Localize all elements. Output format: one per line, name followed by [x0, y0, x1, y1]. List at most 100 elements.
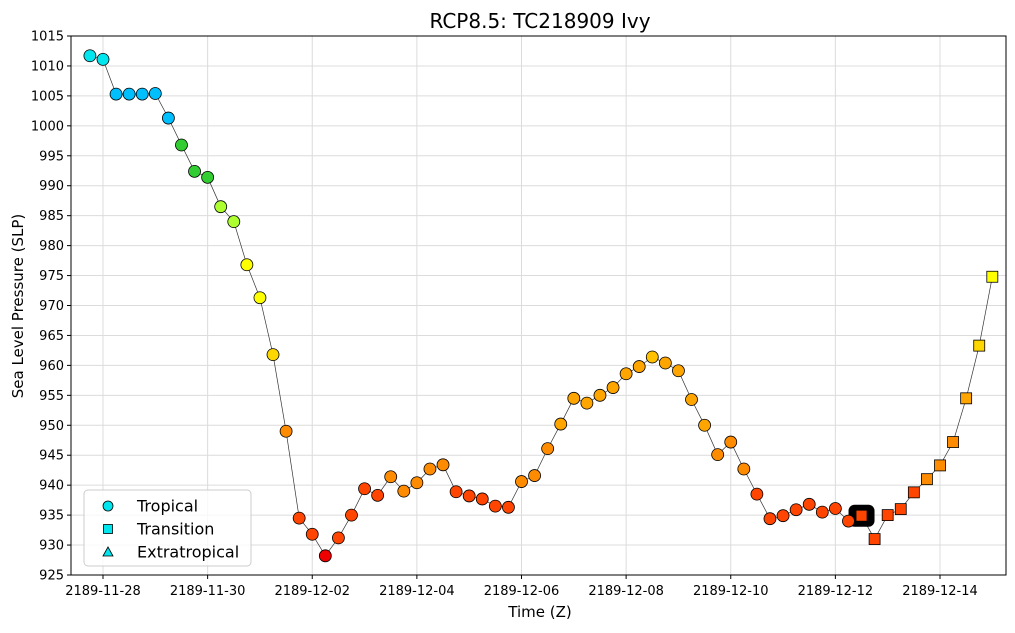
- tropical-point: [227, 215, 241, 229]
- tropical-point: [384, 470, 398, 484]
- tropical-point: [528, 469, 541, 482]
- tropical-point: [619, 367, 633, 381]
- y-tick-label: 930: [39, 539, 64, 554]
- y-tick-label: 940: [39, 479, 64, 494]
- legend-label: Transition: [136, 520, 214, 539]
- tropical-point: [266, 348, 280, 362]
- transition-point: [868, 533, 881, 545]
- tropical-point: [711, 448, 725, 462]
- axis-ticks: 925 930 935 940 945 950 955 960 965 970 975 980 985 9…: [31, 30, 978, 600]
- tropical-point: [632, 360, 646, 373]
- tropical-point: [645, 350, 659, 364]
- tropical-point: [842, 514, 855, 528]
- tropical-point: [698, 418, 711, 432]
- y-tick-label: 985: [39, 209, 64, 224]
- y-tick-label: 1000: [31, 119, 64, 134]
- chart-title: RCP8.5: TC218909 Ivy: [429, 9, 650, 33]
- tropical-point: [580, 396, 594, 410]
- track-line: [89, 55, 993, 557]
- tropical-point: [724, 435, 738, 449]
- tropical-point: [672, 364, 685, 378]
- y-tick-label: 945: [39, 449, 64, 464]
- tropical-point: [83, 49, 97, 63]
- tropical-point: [802, 497, 816, 511]
- y-axis-label: Sea Level Pressure (SLP): [9, 214, 27, 399]
- tropical-point: [214, 200, 228, 214]
- tropical-point: [488, 499, 502, 513]
- x-tick-label: 2189-12-12: [798, 584, 874, 599]
- transition-point: [881, 509, 894, 522]
- transition-point: [907, 486, 920, 499]
- tropical-point: [201, 170, 215, 184]
- transition-point: [934, 459, 946, 472]
- tropical-point: [318, 549, 332, 563]
- y-tick-label: 1010: [31, 59, 64, 74]
- tropical-point: [541, 442, 555, 456]
- tropical-point: [188, 164, 201, 178]
- x-tick-label: 2189-11-28: [65, 584, 141, 599]
- tropical-point: [148, 87, 162, 100]
- tropical-point: [750, 487, 764, 501]
- tropical-point: [161, 111, 175, 125]
- tropical-point: [462, 489, 476, 503]
- y-tick-label: 960: [39, 359, 64, 374]
- tropical-point: [358, 482, 371, 496]
- tropical-point: [345, 508, 358, 522]
- y-tick-label: 970: [39, 299, 64, 314]
- x-axis-label: Time (Z): [507, 603, 571, 621]
- x-tick-label: 2189-12-14: [902, 584, 978, 599]
- x-tick-label: 2189-12-02: [274, 584, 350, 599]
- tropical-point: [96, 52, 110, 66]
- y-tick-label: 980: [39, 239, 64, 254]
- x-tick-label: 2189-12-06: [484, 584, 560, 599]
- tropical-point: [776, 509, 790, 523]
- tropical-point: [449, 485, 463, 499]
- tropical-point: [737, 462, 751, 476]
- legend-box: [83, 489, 252, 567]
- x-tick-label: 2189-12-04: [379, 584, 455, 599]
- y-tick-label: 950: [39, 419, 64, 434]
- tropical-point: [332, 531, 345, 545]
- legend-label: Extratropical: [137, 543, 239, 562]
- tropical-point: [253, 291, 267, 305]
- transition-point: [960, 392, 973, 405]
- transition-point: [986, 270, 999, 283]
- tropical-point: [397, 484, 411, 498]
- y-tick-label: 995: [39, 149, 64, 164]
- tropical-point: [292, 511, 306, 525]
- y-tick-label: 1015: [31, 30, 64, 45]
- tropical-point: [436, 458, 450, 472]
- track-polyline: [89, 55, 993, 557]
- tropical-point: [175, 138, 188, 152]
- transition-point: [947, 436, 959, 448]
- tropical-point: [475, 492, 489, 506]
- legend-extratropical-marker: [102, 546, 114, 557]
- tropical-point: [410, 476, 424, 490]
- tropical-point: [279, 424, 293, 438]
- y-tick-label: 1005: [31, 89, 64, 104]
- tropical-point: [371, 488, 385, 502]
- tropical-point: [240, 258, 254, 272]
- y-tick-label: 955: [39, 389, 64, 404]
- y-tick-label: 975: [39, 269, 64, 284]
- data-points: [83, 49, 999, 563]
- transition-point: [855, 509, 868, 522]
- legend-label: Tropical: [136, 497, 198, 516]
- y-tick-label: 990: [39, 179, 64, 194]
- legend-transition-marker: [103, 524, 113, 534]
- tropical-point: [554, 417, 568, 431]
- tropical-point: [828, 502, 842, 515]
- tropical-point: [502, 500, 515, 514]
- x-tick-label: 2189-11-30: [170, 584, 246, 599]
- x-tick-label: 2189-12-08: [588, 584, 664, 599]
- tropical-point: [685, 393, 698, 406]
- tropical-point: [593, 388, 607, 402]
- tropical-point: [658, 356, 672, 370]
- x-tick-label: 2189-12-10: [693, 584, 769, 599]
- tropical-point: [109, 87, 123, 101]
- y-tick-label: 965: [39, 329, 64, 344]
- tropical-point: [135, 87, 149, 101]
- tropical-point: [567, 391, 581, 405]
